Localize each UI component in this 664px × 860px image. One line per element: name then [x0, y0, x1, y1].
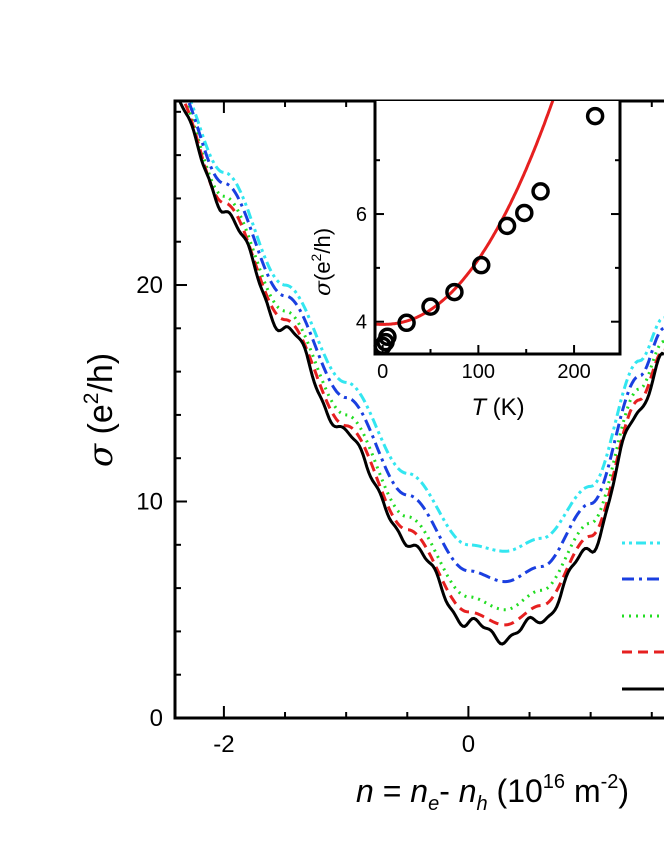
inset-ylabel-open: (e — [310, 261, 335, 281]
main-series-group — [178, 101, 664, 646]
main-xlabel-units-exp2: -2 — [601, 771, 619, 793]
main-xlabel-units-open: (10 — [488, 773, 543, 809]
main-xlabel-nh-sub: h — [477, 793, 488, 815]
inset-tick-labels: 0 100 200 4 6 — [356, 204, 591, 383]
inset-points-group — [373, 106, 605, 356]
main-x-tick-label: -2 — [213, 731, 234, 758]
main-ylabel-open: (e — [82, 404, 120, 444]
main-y-tick-label: 10 — [136, 489, 163, 516]
main-ylabel-sigma: σ — [81, 443, 121, 467]
series-line-black — [178, 101, 664, 646]
main-x-axis-label: n = ne- nh (1016 m-2) — [356, 771, 629, 815]
series-line-green — [183, 101, 664, 612]
main-ylabel-exp: 2 — [80, 393, 103, 405]
main-xlabel-eq: = — [374, 773, 410, 809]
inset-chart: 0 100 200 4 6 σ(e2/h) T (K) — [308, 101, 622, 421]
main-ylabel-rest: /h) — [82, 353, 120, 393]
inset-x-axis-label: T (K) — [471, 394, 524, 421]
main-xlabel-minus: - — [439, 773, 459, 809]
main-x-tick-label: 0 — [462, 731, 475, 758]
inset-x-tick-label: 100 — [462, 361, 495, 383]
inset-axes — [373, 101, 622, 356]
main-xlabel-units-mid: m — [565, 773, 601, 809]
legend — [622, 541, 664, 691]
series-line-red — [182, 101, 664, 627]
inset-data-point — [445, 282, 464, 302]
inset-x-tick-label: 0 — [377, 361, 388, 383]
inset-data-point — [515, 203, 534, 223]
inset-data-point — [531, 182, 550, 201]
main-tick-labels: -2 0 0 10 20 — [136, 272, 475, 758]
main-xlabel-units-exp: 16 — [543, 771, 565, 793]
inset-y-axis-label: σ(e2/h) — [308, 228, 336, 296]
inset-ylabel-exp: 2 — [308, 253, 324, 261]
inset-x-tick-label: 200 — [557, 361, 590, 383]
inset-data-point — [397, 313, 416, 333]
series-line-blue — [186, 101, 664, 584]
main-xlabel-ne-sub: e — [428, 793, 439, 815]
inset-ylabel-rest: /h) — [310, 228, 335, 254]
main-xlabel-units-close: ) — [618, 773, 629, 809]
main-y-axis-label: σ (e2/h) — [80, 353, 121, 467]
main-y-tick-label: 20 — [136, 272, 163, 299]
inset-data-point — [585, 106, 605, 126]
main-xlabel-n: n — [356, 773, 374, 809]
main-xlabel-nh-base: n — [459, 773, 477, 809]
inset-ylabel-sigma: σ — [311, 280, 336, 296]
main-y-tick-label: 0 — [150, 705, 163, 732]
inset-xlabel-unit: (K) — [486, 394, 525, 421]
inset-data-point — [497, 216, 517, 236]
main-xlabel-ne-base: n — [410, 773, 428, 809]
inset-data-point — [378, 327, 397, 347]
inset-y-tick-label: 6 — [356, 204, 367, 226]
inset-data-point — [421, 297, 440, 316]
inset-xlabel-var: T — [471, 394, 488, 421]
inset-data-point — [471, 255, 491, 275]
inset-y-tick-label: 4 — [356, 312, 367, 334]
